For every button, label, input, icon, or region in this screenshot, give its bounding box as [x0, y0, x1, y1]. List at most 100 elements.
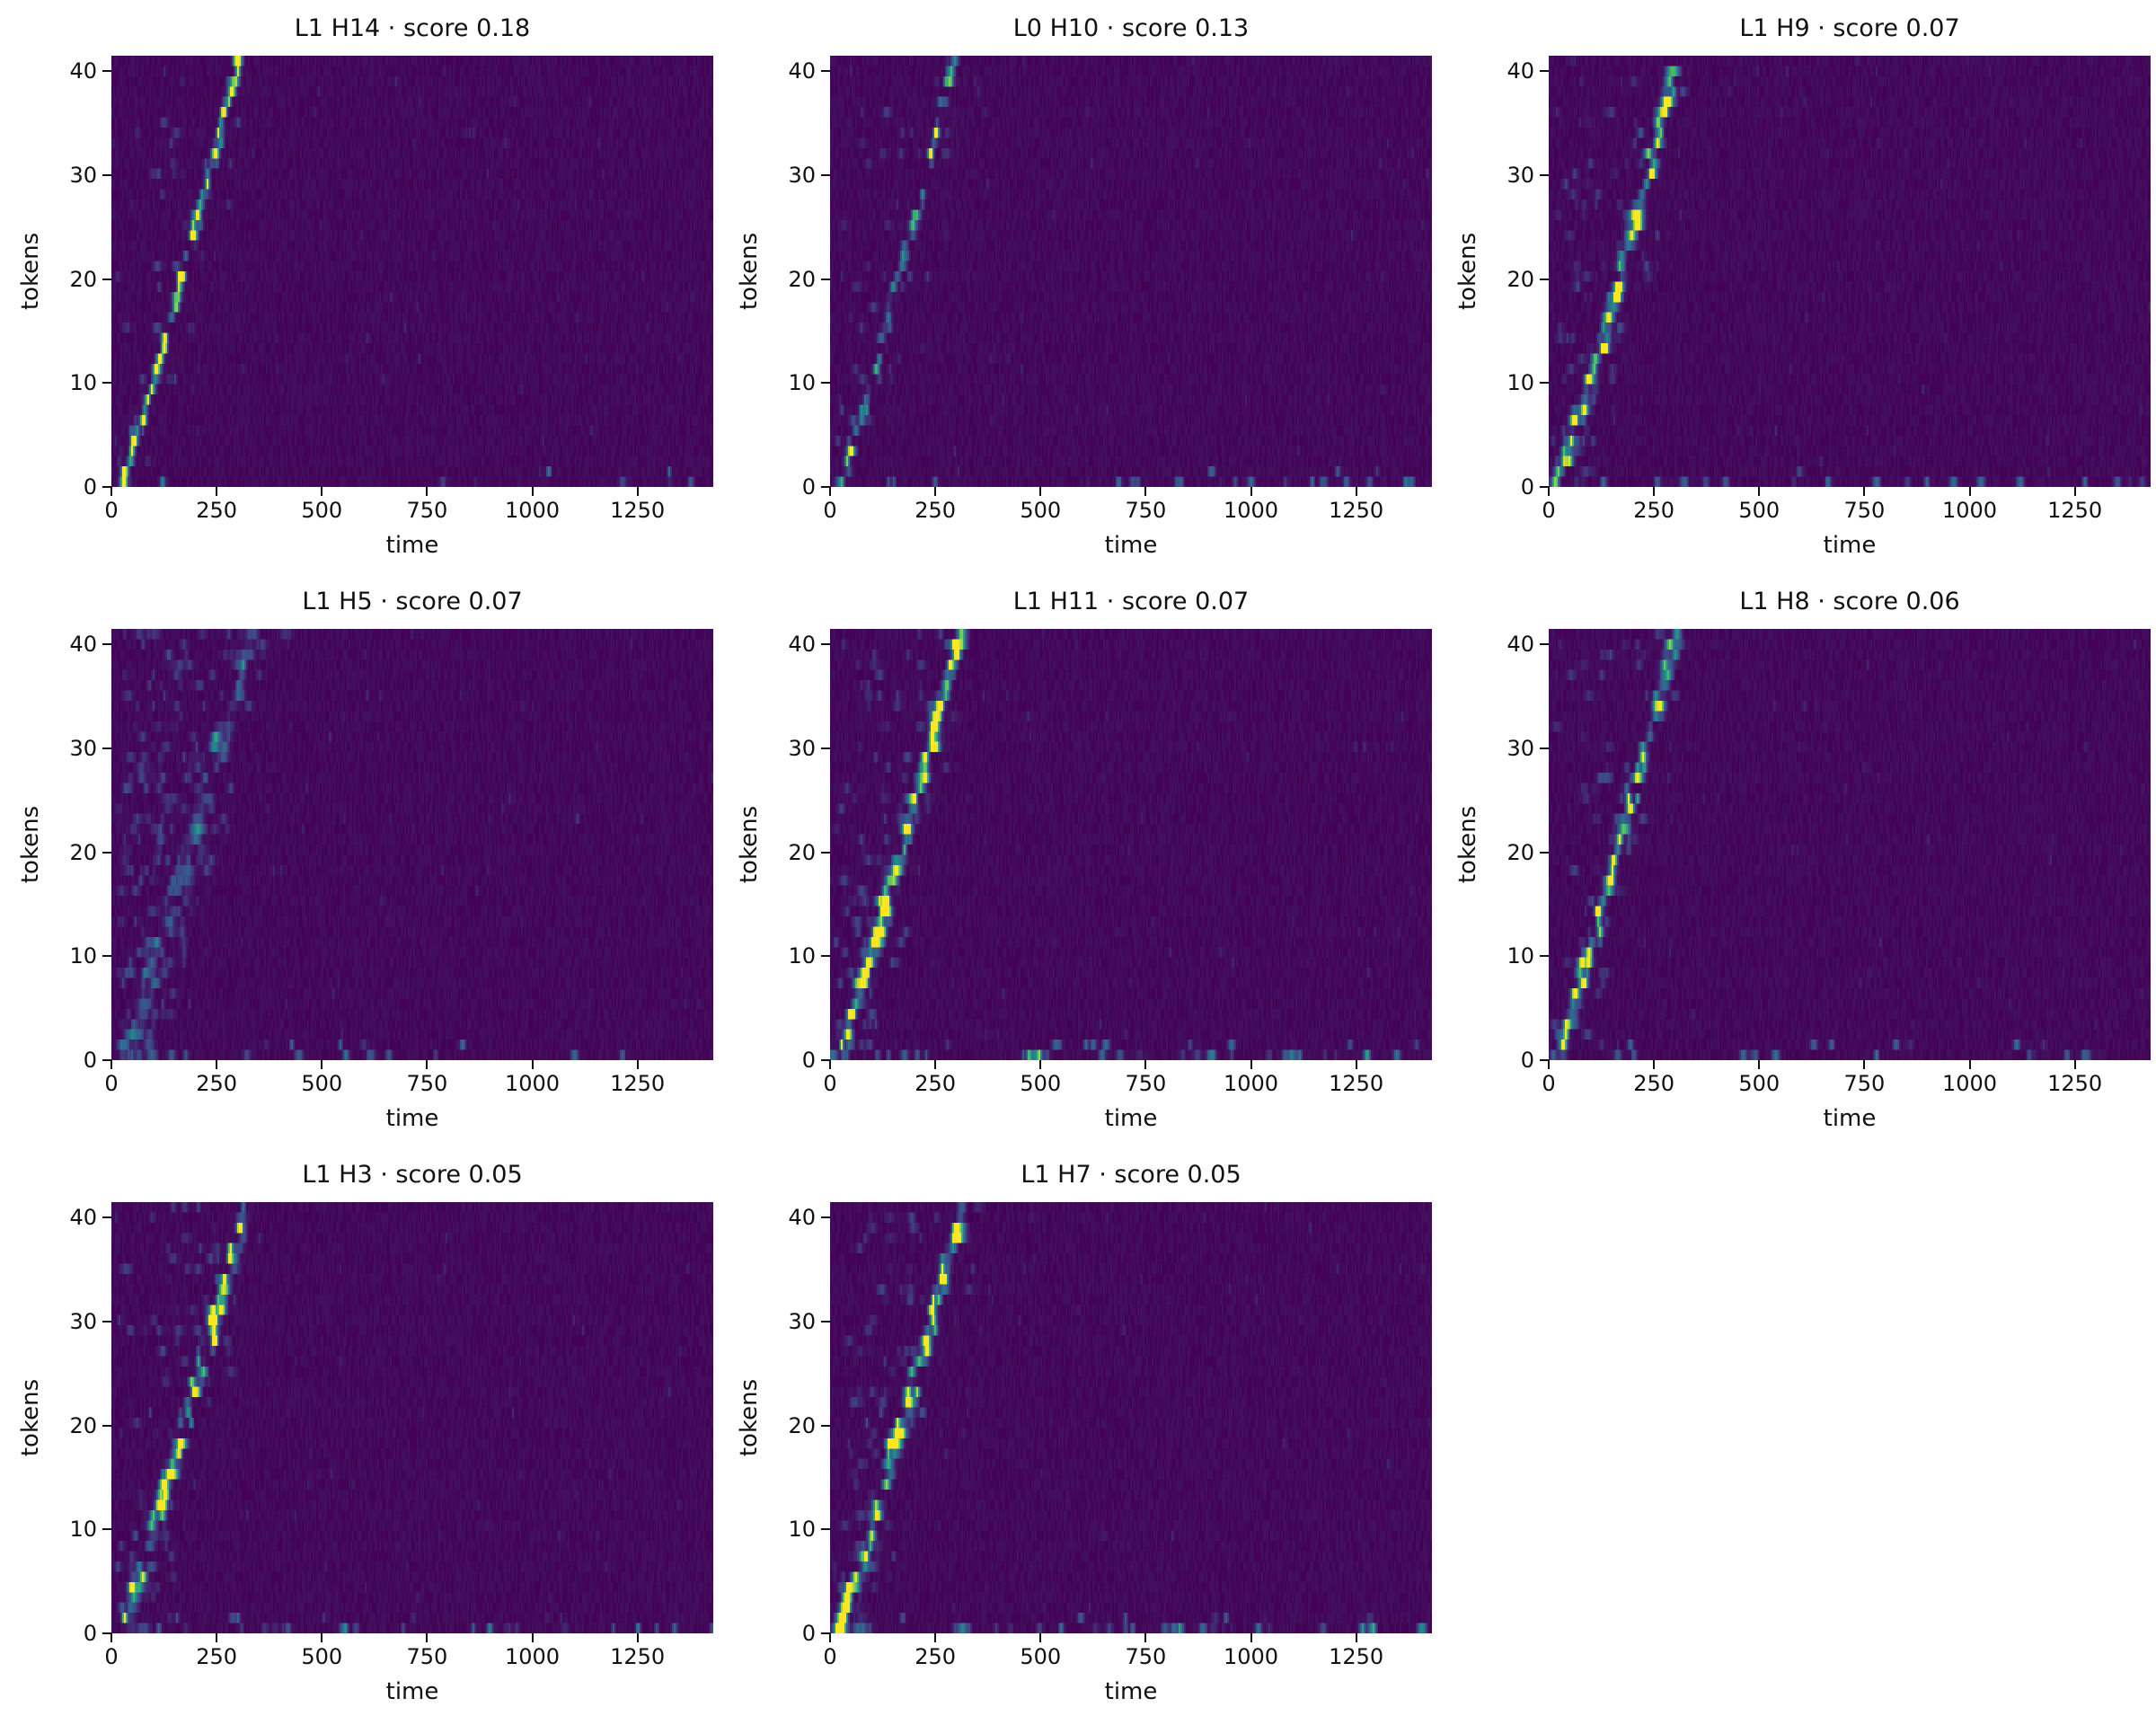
y-tick-mark [102, 851, 111, 854]
y-tick-mark [1540, 643, 1549, 646]
x-tick-label: 1000 [1223, 1071, 1279, 1096]
y-tick-mark [102, 748, 111, 749]
x-tick-mark [1250, 1060, 1252, 1069]
x-tick-label: 1250 [610, 498, 666, 523]
panel-title: L0 H10 · score 0.13 [1012, 14, 1250, 42]
y-tick-mark [821, 1321, 830, 1322]
y-tick-mark [821, 748, 830, 749]
heatmap-canvas [1549, 629, 2151, 1060]
y-tick-mark [102, 1216, 111, 1219]
x-axis-label: time [1104, 1105, 1158, 1132]
x-tick-mark [1355, 1060, 1357, 1069]
y-tick-label: 0 [83, 1048, 97, 1073]
panel-title: L1 H14 · score 0.18 [294, 14, 531, 42]
y-tick-label: 20 [788, 839, 816, 865]
y-tick-mark [1540, 278, 1549, 280]
x-tick-label: 0 [1542, 498, 1556, 523]
panel-title: L1 H3 · score 0.05 [302, 1161, 523, 1189]
x-tick-mark [1758, 1060, 1761, 1069]
x-tick-label: 1250 [1329, 1071, 1384, 1096]
x-tick-label: 500 [301, 1644, 343, 1669]
x-tick-mark [1039, 1060, 1042, 1069]
x-tick-label: 0 [104, 498, 119, 523]
x-tick-label: 1000 [504, 498, 561, 523]
y-tick-mark [821, 955, 830, 958]
x-tick-label: 1250 [1329, 498, 1384, 523]
y-tick-label: 20 [69, 839, 97, 865]
y-tick-label: 30 [1507, 736, 1534, 761]
x-tick-mark [829, 1633, 831, 1642]
x-tick-label: 1000 [504, 1071, 561, 1096]
x-axis-label: time [1823, 532, 1877, 559]
heatmap-plot [111, 1202, 713, 1633]
y-tick-label: 30 [1507, 163, 1534, 188]
x-tick-label: 750 [1125, 1071, 1167, 1096]
x-tick-mark [1250, 1633, 1252, 1642]
heatmap-canvas [1549, 56, 2151, 487]
y-tick-mark [1540, 1059, 1549, 1061]
x-tick-label: 250 [196, 1071, 238, 1096]
x-tick-mark [321, 1633, 323, 1642]
y-tick-label: 10 [788, 943, 816, 969]
y-tick-mark [102, 955, 111, 958]
y-tick-label: 10 [69, 943, 97, 969]
heatmap-panel: L1 H14 · score 0.18 tokens time 0 10 20 30 4… [0, 5, 719, 579]
x-tick-mark [829, 1060, 831, 1069]
y-tick-mark [102, 1528, 111, 1531]
x-tick-label: 1250 [1329, 1644, 1384, 1669]
heatmap-plot [1549, 629, 2151, 1060]
x-tick-label: 0 [104, 1644, 119, 1669]
heatmap-plot [830, 1202, 1432, 1633]
x-tick-label: 750 [1125, 498, 1167, 523]
x-tick-mark [531, 487, 534, 496]
x-tick-mark [2073, 1060, 2076, 1069]
y-tick-mark [102, 1321, 111, 1322]
heatmap-plot [830, 629, 1432, 1060]
x-tick-label: 250 [196, 498, 238, 523]
x-tick-mark [829, 487, 831, 496]
x-tick-mark [1968, 1060, 1971, 1069]
x-tick-mark [1968, 487, 1971, 496]
y-tick-label: 10 [1507, 370, 1534, 396]
x-tick-label: 1250 [2047, 1071, 2103, 1096]
y-tick-mark [821, 1528, 830, 1531]
y-tick-mark [1540, 174, 1549, 176]
x-tick-mark [1039, 1633, 1042, 1642]
x-tick-mark [426, 487, 429, 496]
y-tick-mark [821, 1424, 830, 1427]
x-tick-mark [636, 1060, 639, 1069]
x-tick-label: 750 [1843, 498, 1886, 523]
x-tick-mark [426, 1633, 429, 1642]
x-tick-label: 500 [1020, 498, 1062, 523]
heatmap-canvas [111, 629, 713, 1060]
panel-title: L1 H11 · score 0.07 [1012, 588, 1250, 615]
y-tick-label: 40 [69, 58, 97, 84]
x-tick-mark [216, 487, 218, 496]
x-tick-label: 1250 [610, 1071, 666, 1096]
x-tick-label: 1000 [504, 1644, 561, 1669]
y-tick-label: 10 [69, 370, 97, 396]
y-tick-mark [821, 70, 830, 73]
panel-title: L1 H5 · score 0.07 [302, 588, 523, 615]
heatmap-panel: L1 H7 · score 0.05 tokens time 0 10 20 30 40… [719, 1152, 1437, 1725]
x-tick-label: 1000 [1223, 1644, 1279, 1669]
x-tick-mark [216, 1060, 218, 1069]
x-tick-mark [321, 487, 323, 496]
y-tick-label: 30 [69, 163, 97, 188]
y-tick-label: 20 [69, 1412, 97, 1438]
x-tick-mark [531, 1633, 534, 1642]
x-tick-mark [1758, 487, 1761, 496]
y-tick-label: 10 [1507, 943, 1534, 969]
x-tick-label: 750 [1843, 1071, 1886, 1096]
y-tick-label: 40 [69, 1205, 97, 1231]
heatmap-plot [830, 56, 1432, 487]
heatmap-plot [111, 56, 713, 487]
y-tick-mark [1540, 70, 1549, 73]
y-tick-mark [102, 174, 111, 176]
x-axis-label: time [385, 1678, 439, 1705]
y-tick-label: 0 [83, 474, 97, 500]
y-tick-label: 30 [69, 736, 97, 761]
x-tick-mark [2073, 487, 2076, 496]
heatmap-canvas [830, 1202, 1432, 1633]
x-tick-mark [1548, 487, 1550, 496]
